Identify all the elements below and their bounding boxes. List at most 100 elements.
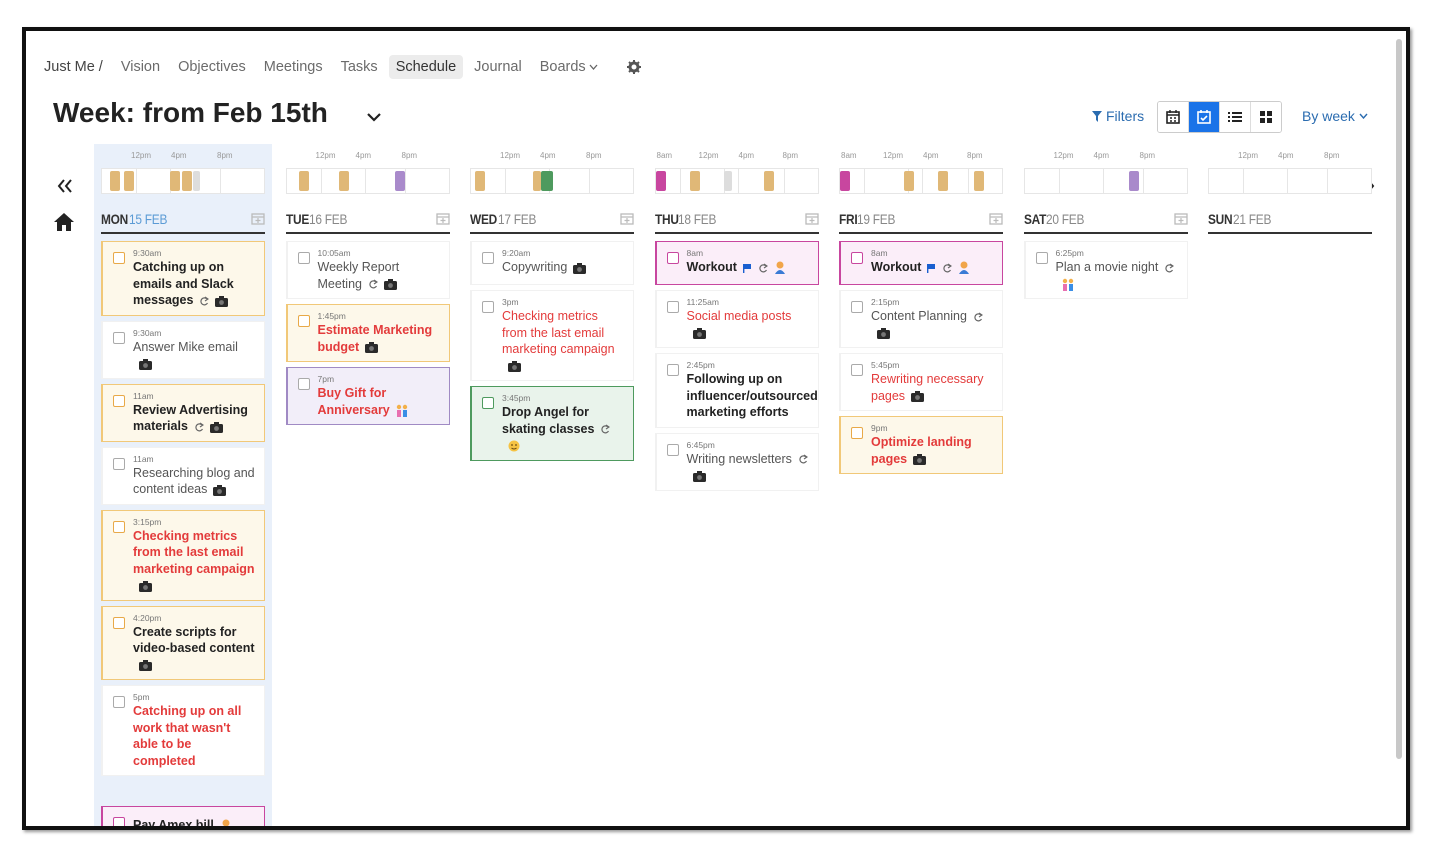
prev-week[interactable] (57, 179, 73, 193)
checkbox[interactable] (113, 457, 125, 470)
week-view[interactable] (1189, 102, 1220, 132)
timeline-block (182, 171, 192, 191)
home-button[interactable] (53, 212, 75, 232)
timeline-divider (737, 169, 739, 193)
task-card[interactable]: 3:45pm Drop Angel for skating classes (470, 386, 634, 461)
checkbox[interactable] (113, 331, 125, 344)
task-card[interactable]: 7pm Buy Gift for Anniversary (285, 367, 450, 425)
add-task-icon[interactable] (435, 212, 450, 225)
task-card[interactable]: Pay Amex bill (101, 806, 265, 826)
add-task-icon[interactable] (1173, 212, 1188, 225)
filters-button[interactable]: Filters (1092, 108, 1144, 124)
task-card[interactable]: 6:25pm Plan a movie night (1023, 241, 1188, 299)
checkbox[interactable] (297, 252, 310, 264)
checkbox[interactable] (482, 301, 494, 313)
checkbox[interactable] (482, 397, 494, 409)
task-card[interactable]: 10:05am Weekly Report Meeting (285, 241, 450, 299)
checkbox[interactable] (851, 301, 863, 313)
nav-item[interactable]: Schedule (388, 55, 464, 79)
task-time: 9pm (871, 423, 888, 433)
date: 17 FEB (497, 211, 536, 227)
checkbox[interactable] (297, 378, 310, 390)
camera-icon (139, 358, 152, 370)
timeline-label: 4pm (1093, 151, 1110, 160)
period-dropdown[interactable]: By week (1302, 108, 1368, 124)
task-card[interactable]: 9:20am Copywriting (470, 241, 634, 285)
checkbox[interactable] (1035, 252, 1048, 264)
task-card[interactable]: 5:45pm Rewriting necessary pages (839, 353, 1003, 411)
nav-item[interactable]: Tasks (340, 59, 378, 75)
task-card[interactable]: 6:45pm Writing newsletters (654, 432, 819, 491)
nav-item[interactable]: Just Me / (44, 59, 103, 75)
task-card[interactable]: 11am Review Advertising materials (101, 383, 265, 442)
timeline-divider (220, 169, 221, 193)
nav-item[interactable]: Objectives (178, 59, 246, 75)
task-card[interactable]: 8am Workout (654, 241, 819, 285)
task-title: Following up on influencer/outsourced ma… (686, 372, 818, 419)
nav-item[interactable]: Boards (533, 55, 605, 79)
task-card[interactable]: 3pm Checking metrics from the last email … (470, 290, 634, 381)
task-title: Review Advertising materials (133, 402, 248, 434)
task-card[interactable]: 3:15pm Checking metrics from the last ema… (101, 509, 265, 601)
checkbox[interactable] (851, 427, 863, 439)
task-title-wrap: Drop Angel for skating classes (502, 404, 625, 454)
checkbox[interactable] (113, 616, 125, 629)
task-title-wrap: Weekly Report Meeting (318, 259, 441, 292)
board-view[interactable] (1251, 102, 1281, 132)
repeat-icon (601, 424, 611, 434)
add-task-icon[interactable] (620, 212, 634, 225)
task-card[interactable]: 9pm Optimize landing pages (839, 416, 1003, 474)
task-time: 11am (133, 453, 154, 464)
add-task-icon[interactable] (804, 212, 819, 225)
title-dropdown[interactable] (366, 111, 382, 123)
timeline-divider (1327, 169, 1328, 193)
task-title-wrap: Workout (871, 259, 994, 276)
checkbox[interactable] (666, 252, 679, 264)
nav-item[interactable]: Meetings (263, 59, 323, 75)
settings-icon[interactable] (626, 60, 641, 74)
checkbox[interactable] (851, 364, 863, 376)
checkbox[interactable] (666, 301, 679, 313)
task-card[interactable]: 4:20pm Create scripts for video-based con… (101, 605, 265, 680)
add-task-icon[interactable] (251, 212, 265, 225)
task-card[interactable]: 1:45pm Estimate Marketing budget (285, 304, 450, 362)
nav-item[interactable]: Vision (120, 59, 161, 75)
task-card[interactable]: 2:45pm Following up on influencer/outsour… (654, 353, 819, 428)
task-title: Researching blog and content ideas (133, 465, 255, 497)
checkbox[interactable] (113, 252, 125, 264)
checkbox[interactable] (113, 817, 125, 826)
timeline-divider (968, 169, 969, 193)
task-card[interactable]: 8am Workout (839, 241, 1003, 285)
task-card[interactable]: 9:30am Answer Mike email (101, 320, 265, 379)
checkbox[interactable] (297, 315, 310, 327)
checkbox[interactable] (482, 252, 494, 264)
checkbox[interactable] (666, 364, 679, 376)
icon (1260, 111, 1272, 123)
task-card[interactable]: 9:30am Catching up on emails and Slack me… (101, 241, 265, 316)
task-title: Workout (871, 260, 922, 274)
task-card[interactable]: 2:15pm Content Planning (839, 290, 1003, 348)
checkbox[interactable] (851, 252, 863, 264)
icon (1197, 110, 1211, 124)
task-card[interactable]: 5pm Catching up on all work that wasn't a… (101, 685, 265, 776)
task-card[interactable]: 11:25am Social media posts (654, 290, 819, 348)
task-title-wrap: Researching blog and content ideas (133, 465, 256, 498)
task-card[interactable]: 11am Researching blog and content ideas (101, 446, 265, 505)
list-view[interactable] (1220, 102, 1251, 132)
timeline-label: 12pm (1053, 151, 1074, 160)
icon (1228, 112, 1242, 122)
chevron (1359, 113, 1368, 119)
checkbox[interactable] (113, 520, 125, 533)
calendar-view[interactable] (1158, 102, 1189, 132)
timeline-label: 12pm (315, 151, 336, 160)
checkbox[interactable] (666, 443, 679, 456)
nav-item[interactable]: Journal (474, 59, 522, 75)
day-column: 8am 12pm 4pm 8pm THU 18 FEB 8am Workout 11:25am S… (654, 151, 819, 496)
scrollbar[interactable] (1396, 39, 1402, 759)
checkbox[interactable] (113, 696, 125, 708)
checkbox[interactable] (113, 394, 125, 407)
camera-icon (383, 279, 397, 291)
task-time: 6:25pm (1055, 248, 1084, 258)
add-task-icon[interactable] (989, 212, 1003, 225)
task-list: 6:25pm Plan a movie night (1023, 234, 1188, 299)
